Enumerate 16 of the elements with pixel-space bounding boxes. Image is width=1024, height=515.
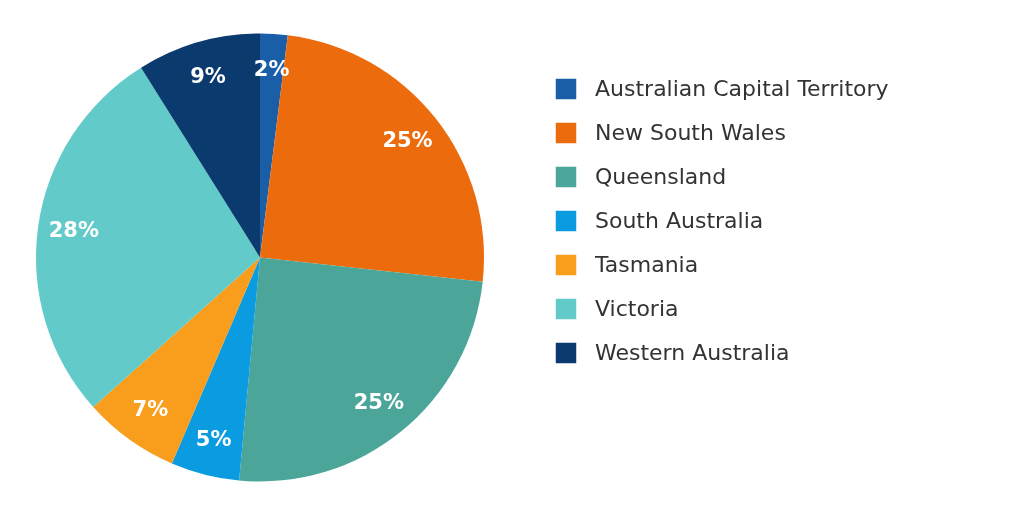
pie-slice [171, 257, 260, 481]
legend-label: Australian Capital Territory [595, 76, 889, 101]
data-label: 7% [132, 397, 169, 422]
legend-label: Tasmania [594, 252, 699, 277]
legend-label: Western Australia [595, 340, 790, 365]
data-label: 5% [195, 426, 232, 451]
legend-label: New South Wales [595, 120, 786, 145]
data-label: 25% [382, 127, 433, 152]
data-label: 9% [190, 63, 226, 88]
pie-slice [93, 257, 260, 464]
data-label: 28% [48, 218, 99, 243]
legend-label: South Australia [595, 208, 764, 233]
pie-slice [239, 257, 483, 482]
data-label: 25% [353, 390, 404, 415]
legend-label: Victoria [595, 296, 679, 321]
legend-label: Queensland [595, 164, 727, 189]
